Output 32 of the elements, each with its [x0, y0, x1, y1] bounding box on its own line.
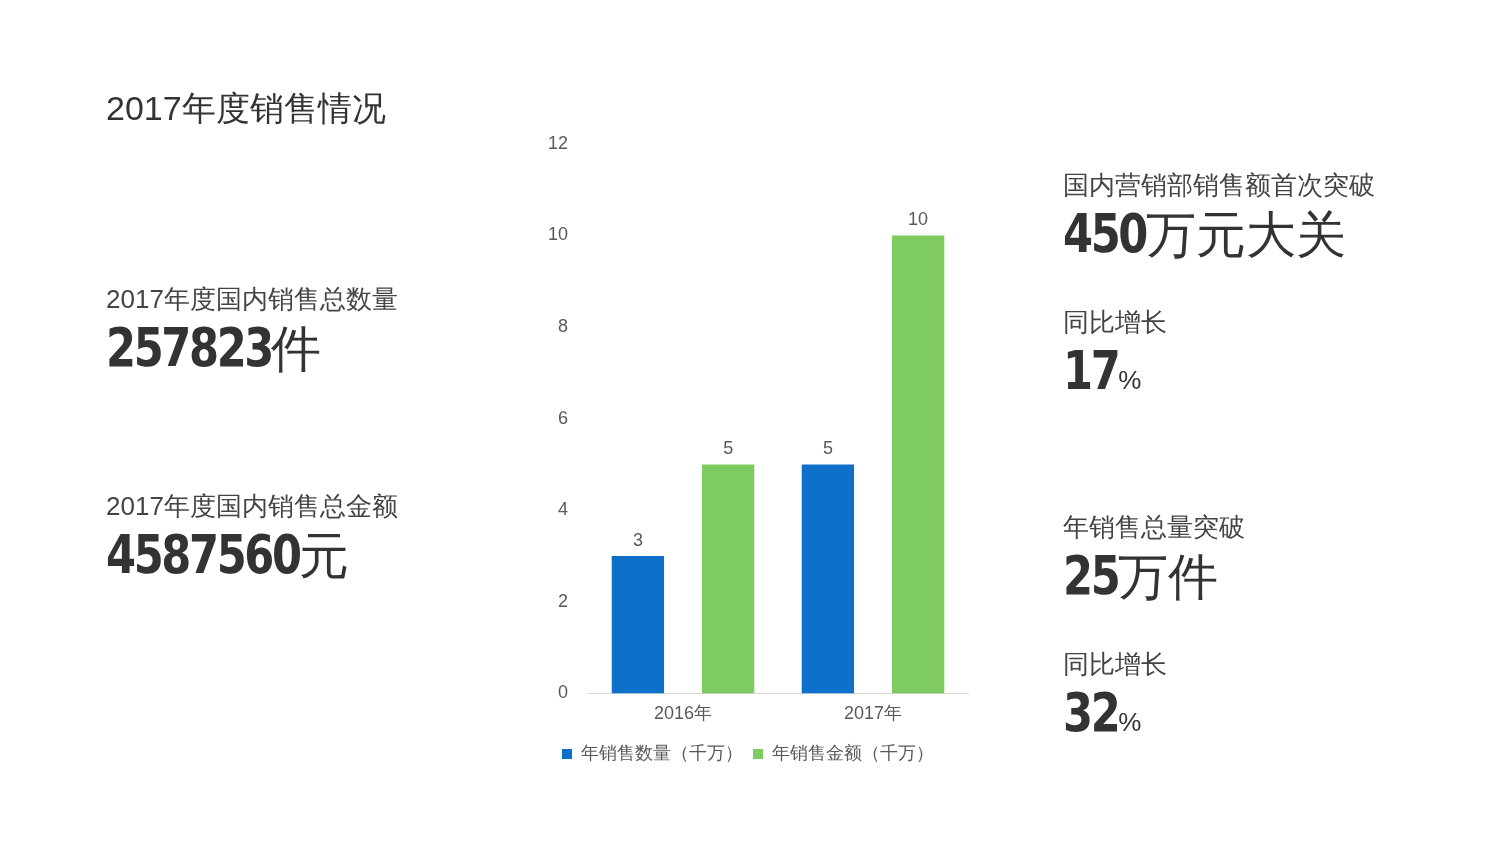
x-tick-label: 2017年 — [843, 703, 903, 724]
text: 2017年度销售情况 — [106, 88, 387, 129]
y-tick-label: 0 — [558, 682, 569, 703]
data-label: 10 — [908, 209, 929, 230]
x-tick-label: 2016年 — [653, 703, 713, 724]
y-tick-label: 8 — [558, 315, 569, 336]
legend-label: 年销售数量（千万） — [581, 742, 743, 763]
data-label: 5 — [822, 438, 833, 459]
text: 17% — [1063, 339, 1142, 402]
y-tick-label: 6 — [558, 407, 569, 428]
text: 32% — [1063, 681, 1142, 744]
bar — [891, 235, 945, 694]
bar — [801, 464, 855, 694]
y-tick-label: 10 — [547, 224, 569, 245]
text: 257823件 — [106, 316, 322, 379]
text: 4587560元 — [106, 523, 350, 586]
text: 2017年度国内销售总数量 — [106, 283, 398, 316]
y-tick-label: 4 — [558, 499, 569, 520]
bar — [611, 556, 665, 694]
text: 450万元大关 — [1063, 202, 1346, 265]
text: 同比增长 — [1063, 648, 1168, 681]
text: 25万件 — [1063, 544, 1219, 607]
text: 年销售总量突破 — [1063, 511, 1246, 544]
bar — [701, 464, 755, 694]
data-label: 5 — [723, 438, 734, 459]
legend-label: 年销售金额（千万） — [772, 742, 934, 763]
text: 国内营销部销售额首次突破 — [1063, 169, 1375, 202]
text: 同比增长 — [1063, 306, 1168, 339]
text: 2017年度国内销售总金额 — [106, 490, 398, 523]
y-tick-label: 2 — [558, 590, 569, 611]
data-label: 3 — [632, 529, 643, 550]
y-tick-label: 12 — [547, 132, 569, 153]
